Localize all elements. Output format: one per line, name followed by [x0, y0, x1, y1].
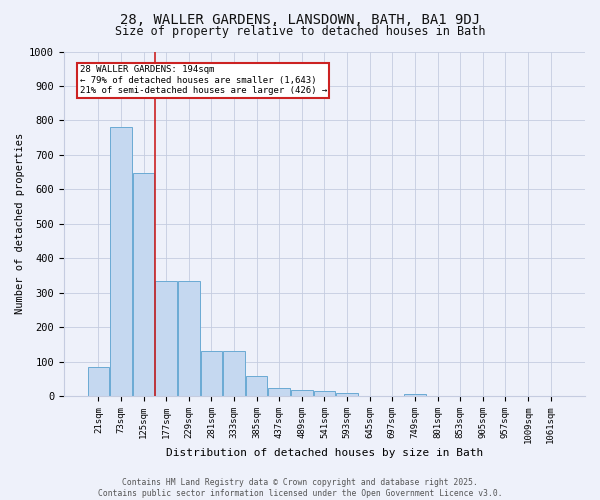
Y-axis label: Number of detached properties: Number of detached properties [15, 133, 25, 314]
Bar [178, 280, 200, 396]
Bar [88, 368, 109, 396]
Bar [268, 388, 290, 396]
Bar [291, 390, 313, 396]
Bar [314, 391, 335, 396]
X-axis label: Distribution of detached houses by size in Bath: Distribution of detached houses by size … [166, 448, 483, 458]
Text: Contains HM Land Registry data © Crown copyright and database right 2025.
Contai: Contains HM Land Registry data © Crown c… [98, 478, 502, 498]
Bar [223, 351, 245, 396]
Bar [404, 394, 425, 396]
Bar [246, 376, 268, 396]
Bar [110, 128, 131, 396]
Bar [155, 280, 177, 396]
Bar [133, 173, 154, 396]
Bar [337, 393, 358, 396]
Text: Size of property relative to detached houses in Bath: Size of property relative to detached ho… [115, 25, 485, 38]
Bar [200, 351, 222, 396]
Text: 28, WALLER GARDENS, LANSDOWN, BATH, BA1 9DJ: 28, WALLER GARDENS, LANSDOWN, BATH, BA1 … [120, 12, 480, 26]
Text: 28 WALLER GARDENS: 194sqm
← 79% of detached houses are smaller (1,643)
21% of se: 28 WALLER GARDENS: 194sqm ← 79% of detac… [80, 66, 327, 95]
